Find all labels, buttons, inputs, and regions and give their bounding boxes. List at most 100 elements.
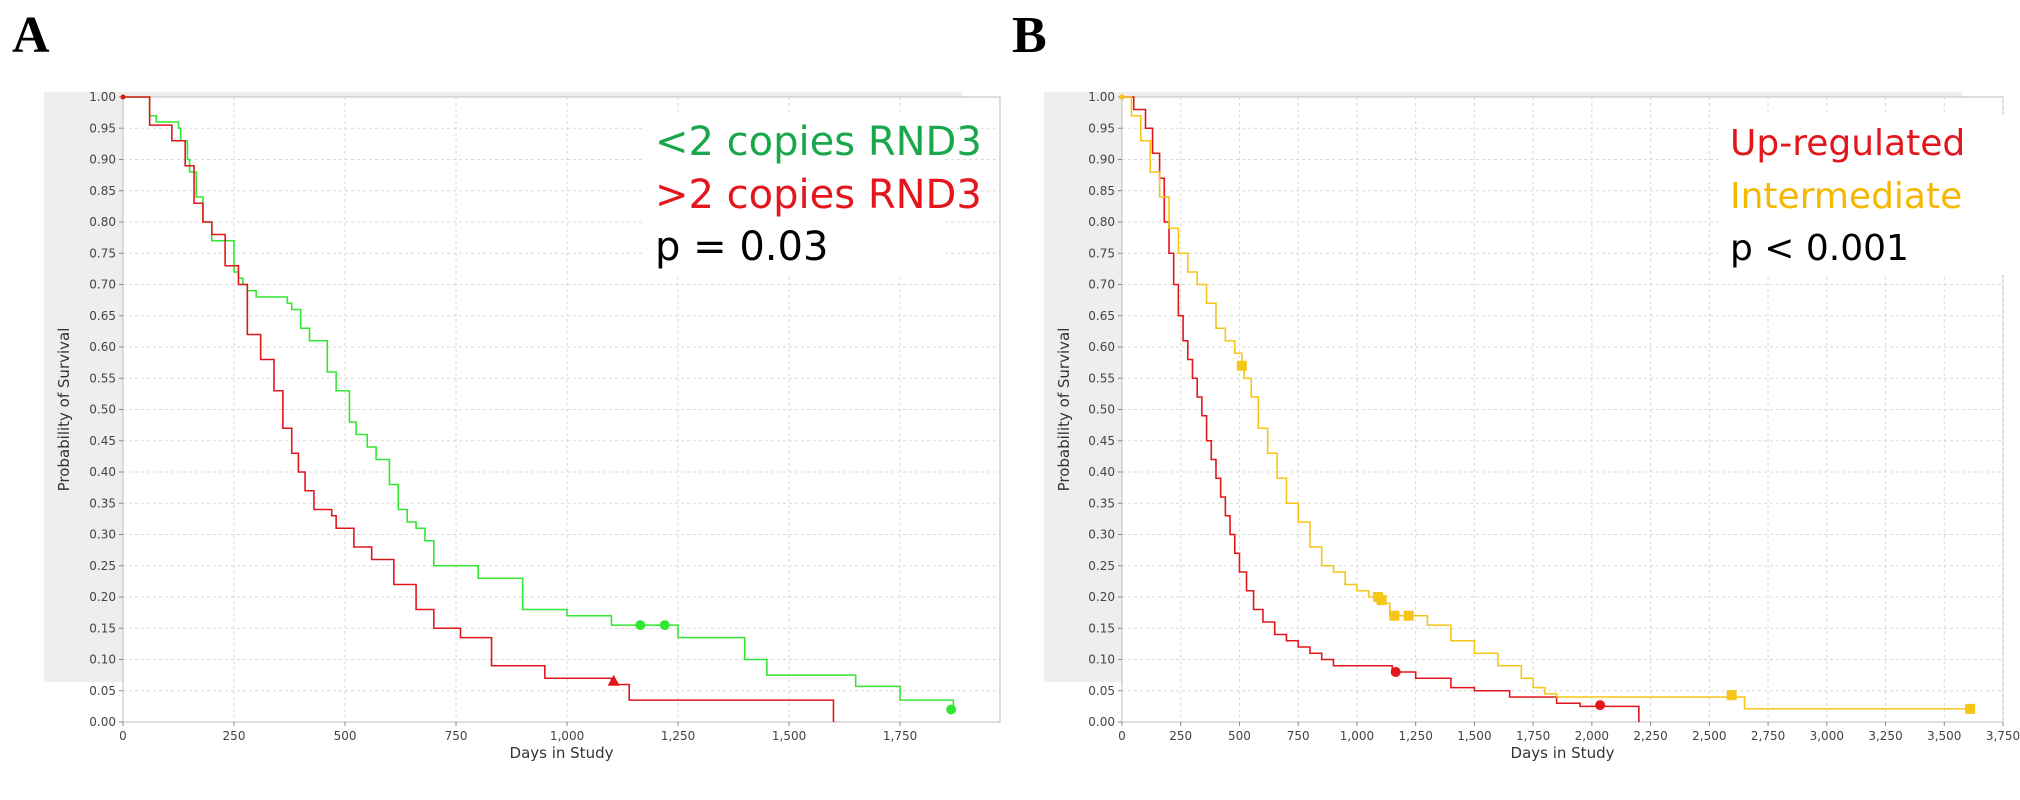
chart-b-y-tick-label: 0.45 bbox=[1088, 434, 1115, 448]
chart-a-y-tick-label: 0.70 bbox=[89, 278, 116, 292]
chart-b-x-tick-label: 250 bbox=[1169, 729, 1192, 743]
chart-b-x-tick-label: 2,500 bbox=[1692, 729, 1726, 743]
chart-a-x-tick-label: 1,750 bbox=[883, 729, 917, 743]
chart-b-series-1-censor-mark bbox=[1376, 595, 1387, 606]
chart-b-y-tick-label: 0.95 bbox=[1088, 121, 1115, 135]
chart-a-x-axis-label: Days in Study bbox=[510, 744, 614, 762]
chart-b-legend-line-2: p < 0.001 bbox=[1730, 228, 1909, 269]
chart-b-legend-line-0: Up-regulated bbox=[1730, 123, 1965, 164]
chart-a-y-tick-label: 0.75 bbox=[89, 246, 116, 260]
chart-a-x-tick-label: 750 bbox=[445, 729, 468, 743]
chart-b-x-tick-label: 2,750 bbox=[1751, 729, 1785, 743]
chart-a-x-tick-label: 1,250 bbox=[661, 729, 695, 743]
chart-a-series-0-censor-mark bbox=[659, 620, 670, 631]
chart-a-y-tick-label: 0.45 bbox=[89, 434, 116, 448]
chart-b-legend-box bbox=[1720, 115, 2020, 275]
chart-b-y-tick-label: 0.55 bbox=[1088, 371, 1115, 385]
chart-b-x-tick-label: 1,750 bbox=[1516, 729, 1550, 743]
chart-b-y-tick-label: 0.85 bbox=[1088, 184, 1115, 198]
chart-a-legend-line-2: p = 0.03 bbox=[655, 224, 828, 270]
chart-a-y-tick-label: 0.00 bbox=[89, 715, 116, 729]
chart-b-series-1-censor-mark bbox=[1236, 360, 1247, 371]
chart-b-y-tick-label: 0.65 bbox=[1088, 309, 1115, 323]
chart-b-y-tick-label: 0.70 bbox=[1088, 278, 1115, 292]
chart-b-legend-line-1: Intermediate bbox=[1730, 176, 1962, 217]
chart-a-y-tick-label: 0.80 bbox=[89, 215, 116, 229]
chart-b-x-tick-label: 3,750 bbox=[1986, 729, 2020, 743]
chart-b-x-tick-label: 750 bbox=[1287, 729, 1310, 743]
chart-a-legend-box bbox=[645, 115, 945, 275]
chart-a-y-tick-label: 0.55 bbox=[89, 371, 116, 385]
chart-b-series-0-censor-mark bbox=[1390, 667, 1401, 677]
chart-b-series-0-censor-mark bbox=[1595, 700, 1606, 711]
chart-a: 0.00 0.05 0.10 0.15 0.20 0.25 0.30 0.35 0.40 0.45… bbox=[44, 90, 1001, 762]
chart-a-series-1-censor-mark bbox=[607, 674, 620, 686]
chart-a-y-tick-label: 0.95 bbox=[89, 121, 116, 135]
chart-b-x-tick-label: 3,000 bbox=[1810, 729, 1844, 743]
chart-b-x-axis-label: Days in Study bbox=[1511, 744, 1615, 762]
chart-a-y-tick-label: 0.15 bbox=[89, 621, 116, 635]
chart-b-series-1-censor-mark bbox=[1389, 610, 1400, 621]
chart-a-y-tick-label: 0.50 bbox=[89, 403, 116, 417]
chart-a-y-tick-label: 0.90 bbox=[89, 153, 116, 167]
chart-a-x-tick-label: 1,000 bbox=[550, 729, 584, 743]
chart-b-series-0-line bbox=[1122, 96, 1640, 722]
chart-b-y-tick-label: 0.10 bbox=[1088, 653, 1115, 667]
chart-a-legend-line-1: >2 copies RND3 bbox=[655, 172, 982, 218]
chart-b-y-axis-label: Probability of Survival bbox=[1055, 328, 1073, 492]
chart-a-y-tick-label: 0.20 bbox=[89, 590, 116, 604]
panel-a-letter: A bbox=[12, 7, 50, 64]
chart-a-y-tick-label: 0.25 bbox=[89, 559, 116, 573]
chart-b-x-tick-label: 1,000 bbox=[1340, 729, 1374, 743]
chart-b-y-tick-label: 0.30 bbox=[1088, 528, 1115, 542]
chart-a-y-tick-label: 0.40 bbox=[89, 465, 116, 479]
chart-b-x-tick-label: 1,250 bbox=[1398, 729, 1432, 743]
chart-a-y-tick-label: 0.65 bbox=[89, 309, 116, 323]
chart-a-y-tick-label: 0.60 bbox=[89, 340, 116, 354]
chart-b-y-tick-label: 0.05 bbox=[1088, 684, 1115, 698]
chart-b-y-tick-label: 0.50 bbox=[1088, 403, 1115, 417]
chart-a-x-tick-label: 250 bbox=[223, 729, 246, 743]
chart-b-series-1-start-mark bbox=[1119, 94, 1125, 100]
chart-b-y-tick-label: 0.00 bbox=[1088, 715, 1115, 729]
chart-a-x-tick-label: 1,500 bbox=[772, 729, 806, 743]
chart-a-y-tick-label: 0.85 bbox=[89, 184, 116, 198]
chart-a-series-1-line bbox=[123, 96, 835, 722]
panel-b-letter: B bbox=[1012, 7, 1047, 64]
chart-b-y-tick-label: 0.80 bbox=[1088, 215, 1115, 229]
chart-b-y-tick-label: 0.40 bbox=[1088, 465, 1115, 479]
chart-a-series-1-start-mark bbox=[120, 94, 126, 100]
chart-b-y-tick-label: 0.75 bbox=[1088, 246, 1115, 260]
chart-b-series-1-censor-mark bbox=[1403, 610, 1414, 621]
chart-b-x-tick-label: 3,250 bbox=[1868, 729, 1902, 743]
chart-b-series-1-censor-mark bbox=[1965, 703, 1976, 714]
chart-b-x-tick-label: 2,250 bbox=[1633, 729, 1667, 743]
chart-b-series-1-censor-mark bbox=[1726, 690, 1737, 701]
chart-a-series-0-censor-mark bbox=[946, 704, 957, 715]
chart-b-x-tick-label: 0 bbox=[1118, 729, 1126, 743]
chart-a-x-tick-label: 500 bbox=[334, 729, 357, 743]
chart-a-x-tick-label: 0 bbox=[119, 729, 127, 743]
chart-b-x-tick-label: 1,500 bbox=[1457, 729, 1491, 743]
chart-a-y-axis-label: Probability of Survival bbox=[55, 328, 73, 492]
chart-b-y-tick-label: 0.20 bbox=[1088, 590, 1115, 604]
chart-b-y-tick-label: 1.00 bbox=[1088, 90, 1115, 104]
chart-a-y-tick-label: 1.00 bbox=[89, 90, 116, 104]
chart-a-y-tick-label: 0.10 bbox=[89, 653, 116, 667]
chart-b: 0.00 0.05 0.10 0.15 0.20 0.25 0.30 0.35 0.40 0.45… bbox=[1044, 90, 2020, 762]
chart-b-x-tick-label: 2,000 bbox=[1575, 729, 1609, 743]
chart-b-y-tick-label: 0.90 bbox=[1088, 153, 1115, 167]
chart-a-legend-line-0: <2 copies RND3 bbox=[655, 119, 982, 165]
chart-a-y-tick-label: 0.30 bbox=[89, 528, 116, 542]
chart-b-x-tick-label: 3,500 bbox=[1927, 729, 1961, 743]
chart-b-y-tick-label: 0.60 bbox=[1088, 340, 1115, 354]
chart-b-y-tick-label: 0.25 bbox=[1088, 559, 1115, 573]
chart-b-y-tick-label: 0.35 bbox=[1088, 496, 1115, 510]
chart-a-y-tick-label: 0.35 bbox=[89, 496, 116, 510]
chart-b-series-1-line bbox=[1122, 96, 1973, 710]
chart-b-x-tick-label: 500 bbox=[1228, 729, 1251, 743]
chart-a-series-0-line bbox=[123, 96, 955, 710]
chart-a-series-0-censor-mark bbox=[635, 620, 646, 631]
chart-a-y-tick-label: 0.05 bbox=[89, 684, 116, 698]
